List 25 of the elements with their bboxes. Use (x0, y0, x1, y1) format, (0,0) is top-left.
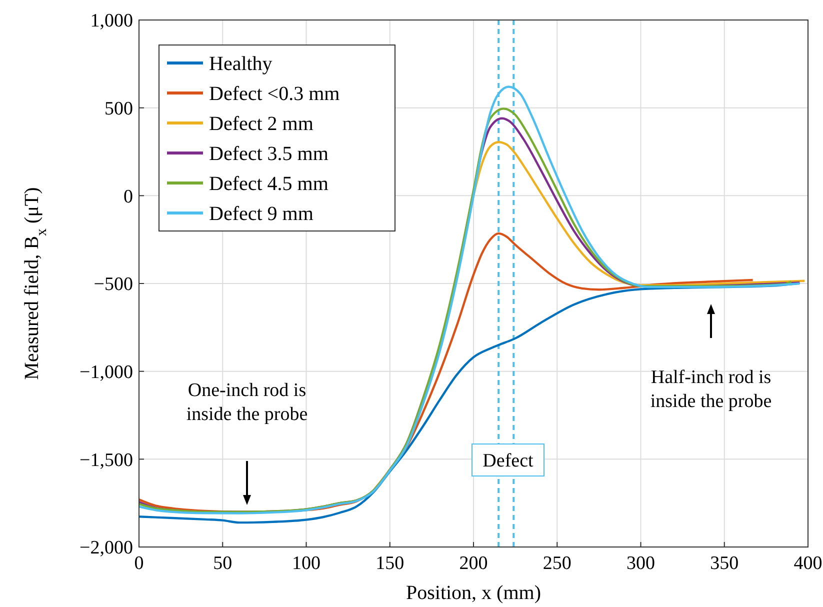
legend-label: Defect 4.5 mm (209, 173, 329, 195)
annotation: Defect (482, 450, 534, 472)
x-tick-label: 150 (376, 553, 404, 574)
legend-label: Defect 2 mm (209, 113, 314, 135)
y-tick-label: 500 (104, 98, 133, 120)
x-tick-label: 50 (213, 553, 232, 574)
x-tick-label: 200 (459, 553, 488, 574)
legend-label: Defect <0.3 mm (209, 83, 340, 105)
y-tick-label: 1,000 (90, 10, 133, 32)
legend-label: Defect 9 mm (209, 203, 314, 225)
annotation: Half-inch rod is inside the probe (650, 367, 772, 412)
x-tick-label: 400 (794, 553, 822, 574)
y-tick-label: 0 (124, 186, 133, 208)
y-tick-label: −1,500 (80, 450, 133, 471)
legend-label: Defect 3.5 mm (209, 143, 329, 165)
y-tick-label: −2,000 (80, 538, 133, 559)
x-tick-label: 350 (710, 553, 739, 574)
annotation: One-inch rod is inside the probe (186, 380, 308, 425)
legend-label: Healthy (209, 53, 272, 75)
x-axis-title: Position, x (mm) (406, 582, 542, 604)
y-tick-label: −500 (94, 274, 133, 296)
x-tick-label: 250 (542, 553, 572, 574)
x-tick-label: 300 (626, 553, 655, 574)
y-tick-label: −1,000 (80, 362, 133, 383)
x-tick-label: 100 (292, 553, 320, 574)
